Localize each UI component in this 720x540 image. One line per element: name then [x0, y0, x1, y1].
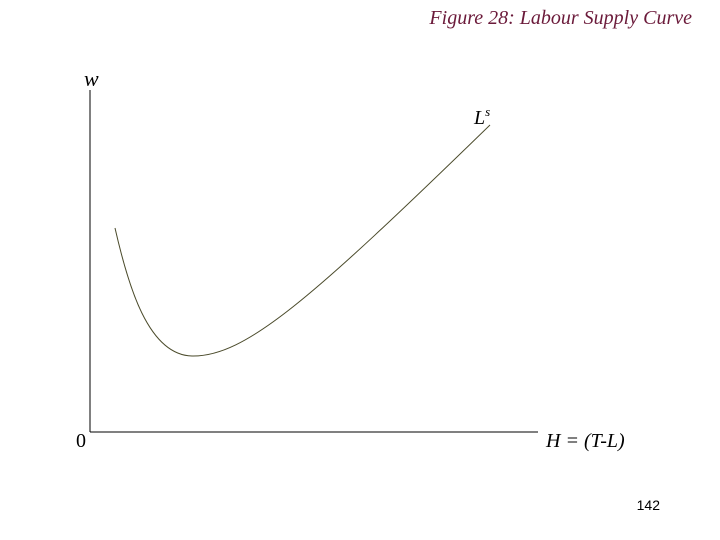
- labour-supply-curve: [114, 124, 491, 357]
- x-axis-label: H = (T-L): [545, 430, 625, 452]
- origin-label: 0: [76, 430, 86, 452]
- curve-label: Ls: [473, 104, 490, 129]
- title: Figure 28: Labour Supply Curve: [428, 7, 692, 29]
- page-number: 142: [637, 497, 661, 513]
- curve-label-main: L: [473, 107, 485, 129]
- y-axis-label: w: [84, 66, 99, 91]
- curve-label-superscript: s: [485, 104, 490, 119]
